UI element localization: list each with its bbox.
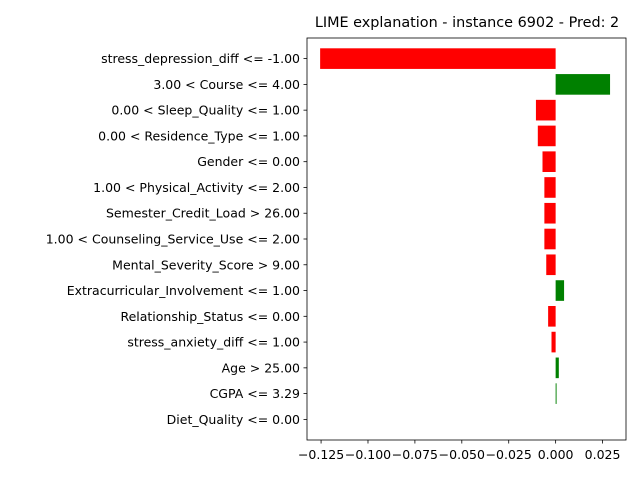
bar — [537, 125, 556, 147]
bar — [544, 202, 556, 224]
category-label: stress_depression_diff <= -1.00 — [101, 51, 300, 66]
category-label: Semester_Credit_Load > 26.00 — [106, 206, 300, 221]
bar — [544, 177, 556, 198]
category-label: Relationship_Status <= 0.00 — [120, 309, 300, 324]
bar — [555, 74, 611, 95]
x-tick-label: −0.025 — [486, 447, 532, 462]
bars — [320, 48, 611, 404]
category-label: Age > 25.00 — [222, 360, 300, 375]
category-label: 0.00 < Residence_Type <= 1.00 — [98, 128, 300, 143]
category-label: Extracurricular_Involvement <= 1.00 — [67, 283, 300, 298]
bar — [535, 99, 556, 121]
category-label: 1.00 < Counseling_Service_Use <= 2.00 — [46, 232, 300, 247]
bar — [555, 357, 559, 379]
bar — [551, 331, 556, 353]
plot-frame — [306, 37, 627, 441]
chart-title: LIME explanation - instance 6902 - Pred:… — [315, 15, 619, 31]
x-tick-label: −0.050 — [439, 447, 485, 462]
bar — [555, 383, 557, 404]
x-tick-label: 0.025 — [585, 447, 621, 462]
bar — [542, 151, 556, 172]
category-label: stress_anxiety_diff <= 1.00 — [127, 335, 300, 350]
category-label: Mental_Severity_Score > 9.00 — [112, 257, 300, 272]
bar — [320, 48, 556, 69]
category-label: 3.00 < Course <= 4.00 — [153, 77, 300, 92]
x-tick-label: −0.075 — [392, 447, 438, 462]
x-tick-label: −0.100 — [345, 447, 391, 462]
bar — [548, 306, 556, 327]
bar — [555, 280, 565, 301]
category-labels: stress_depression_diff <= -1.00 3.00 < Co… — [46, 51, 307, 427]
bar — [546, 254, 556, 276]
category-label: CGPA <= 3.29 — [210, 386, 300, 401]
x-tick-label: 0.000 — [538, 447, 574, 462]
category-label: Diet_Quality <= 0.00 — [167, 412, 300, 427]
x-tick-label: −0.125 — [298, 447, 344, 462]
x-axis: −0.125 −0.100 −0.075 −0.050 −0.025 0.000 0.025 — [298, 440, 621, 462]
bar — [544, 228, 556, 250]
category-label: 1.00 < Physical_Activity <= 2.00 — [93, 180, 300, 195]
category-label: 0.00 < Sleep_Quality <= 1.00 — [111, 103, 300, 118]
category-label: Gender <= 0.00 — [197, 154, 300, 169]
